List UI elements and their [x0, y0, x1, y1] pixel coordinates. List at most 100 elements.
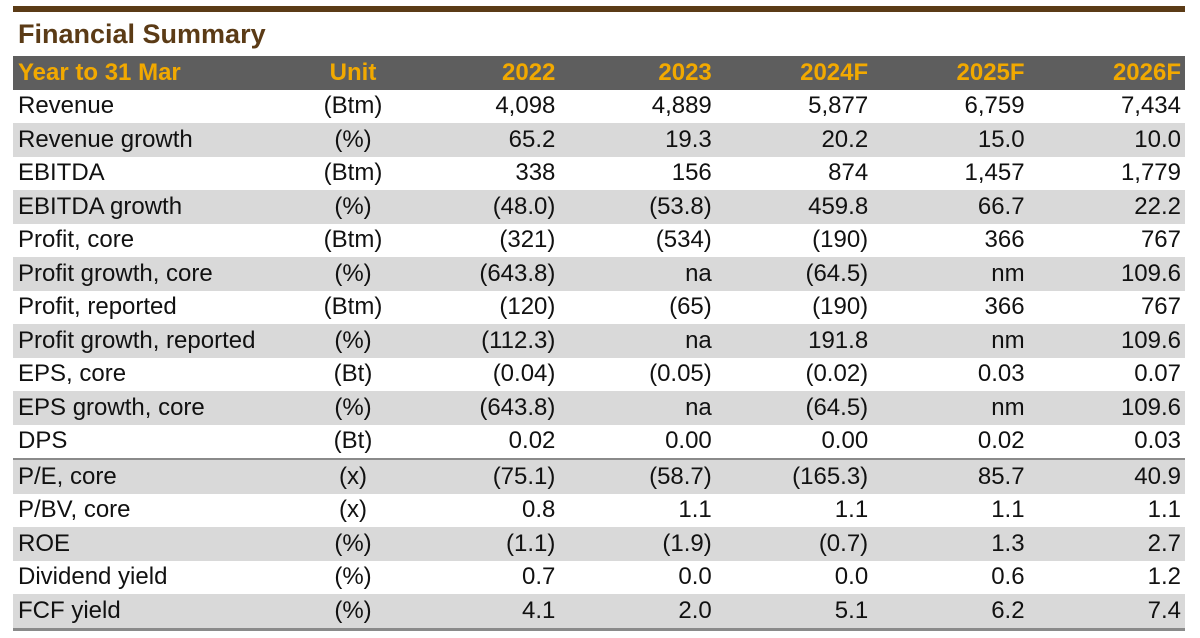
row-value: 7,434 — [1120, 92, 1181, 120]
row-value: 19.3 — [665, 125, 712, 153]
row-label: P/E, core — [13, 458, 303, 494]
row-label: Profit growth, reported — [18, 326, 256, 354]
financial-summary-table: Year to 31 Mar Unit 2022 2023 2024F 2025… — [13, 56, 1185, 628]
row-value: (0.7) — [818, 529, 869, 557]
row-value: 4,889 — [651, 92, 712, 120]
row-unit: (%) — [334, 563, 372, 591]
row-unit: (x) — [303, 458, 403, 494]
row-value: 66.7 — [977, 192, 1025, 220]
table-row: EPS, core (Bt) (0.04) (0.05) (0.02) 0.03 0.07 — [13, 358, 1185, 392]
row-value: (53.8) — [649, 192, 712, 220]
row-value: 85.7 — [872, 458, 1029, 494]
row-label: Dividend yield — [18, 563, 168, 591]
row-unit: (%) — [334, 393, 372, 421]
table-row: Dividend yield (%) 0.7 0.0 0.0 0.6 1.2 — [13, 561, 1185, 595]
row-label: EPS, core — [18, 360, 127, 388]
row-value: 109.6 — [1120, 326, 1181, 354]
row-value: 0.6 — [991, 563, 1025, 591]
row-value: 2.7 — [1147, 529, 1181, 557]
row-value: (1.9) — [662, 529, 712, 557]
header-year: 2022 — [502, 58, 556, 86]
row-value: 459.8 — [808, 192, 869, 220]
row-value: 5.1 — [834, 596, 869, 624]
row-value: 1.1 — [834, 496, 869, 524]
row-value: (0.02) — [805, 360, 869, 388]
row-value: (48.0) — [492, 192, 556, 220]
row-value: (1.1) — [506, 529, 556, 557]
row-value: (643.8) — [479, 393, 556, 421]
header-year: 2024F — [800, 58, 869, 86]
table-row: EBITDA growth (%) (48.0) (53.8) 459.8 66.7 22.… — [13, 190, 1185, 224]
row-value: na — [685, 393, 712, 421]
row-value: 0.0 — [678, 563, 712, 591]
header-year: 2026F — [1112, 58, 1181, 86]
header-year: 2025F — [956, 58, 1025, 86]
row-value: 6,759 — [964, 92, 1025, 120]
row-value: (0.04) — [492, 360, 556, 388]
row-value: 4.1 — [522, 596, 556, 624]
row-value: 0.00 — [665, 427, 712, 455]
row-label: Profit, core — [18, 226, 135, 254]
table-row: Profit, core (Btm) (321) (534) (190) 366 767 — [13, 224, 1185, 258]
row-value: nm — [991, 326, 1025, 354]
row-value: 65.2 — [508, 125, 556, 153]
row-value: nm — [991, 393, 1025, 421]
row-value: 0.02 — [508, 427, 556, 455]
row-value: 22.2 — [1134, 192, 1181, 220]
row-value: 156 — [671, 159, 712, 187]
table-row: Profit growth, core (%) (643.8) na (64.5) nm 1… — [13, 257, 1185, 291]
row-label: P/BV, core — [18, 496, 131, 524]
header-year: 2023 — [658, 58, 712, 86]
row-value: (0.05) — [649, 360, 712, 388]
row-value: 1,779 — [1120, 159, 1181, 187]
row-value: (190) — [812, 293, 869, 321]
bottom-rule — [13, 627, 1185, 631]
row-value: 20.2 — [821, 125, 869, 153]
table-row: P/E, core (x) (75.1) (58.7) (165.3) 85.7 40.9 — [13, 458, 1185, 494]
row-value: 366 — [984, 226, 1025, 254]
row-label: EPS growth, core — [18, 393, 205, 421]
row-value: 0.03 — [1134, 427, 1181, 455]
row-value: na — [685, 326, 712, 354]
row-label: Revenue growth — [18, 125, 193, 153]
row-value: 191.8 — [808, 326, 869, 354]
financial-summary-panel: Financial Summary Year to 31 Mar Unit 20… — [13, 6, 1185, 631]
row-value: 0.03 — [977, 360, 1025, 388]
row-value: 1.3 — [991, 529, 1025, 557]
row-value: 1.1 — [1147, 496, 1181, 524]
row-value: 767 — [1140, 293, 1181, 321]
top-rule — [13, 6, 1185, 12]
row-value: 10.0 — [1134, 125, 1181, 153]
table-row: ROE (%) (1.1) (1.9) (0.7) 1.3 2.7 — [13, 527, 1185, 561]
row-value: 0.07 — [1134, 360, 1181, 388]
row-value: (64.5) — [805, 393, 869, 421]
row-unit: (Bt) — [333, 360, 373, 388]
row-value: na — [685, 259, 712, 287]
row-label: DPS — [18, 427, 68, 455]
row-value: (75.1) — [403, 458, 560, 494]
row-value: 40.9 — [1028, 458, 1185, 494]
row-value: 4,098 — [495, 92, 556, 120]
table-header-row: Year to 31 Mar Unit 2022 2023 2024F 2025… — [13, 56, 1185, 90]
row-unit: (%) — [334, 125, 372, 153]
header-unit: Unit — [329, 58, 377, 86]
row-unit: (Bt) — [333, 427, 373, 455]
row-value: 7.4 — [1147, 596, 1181, 624]
row-label: EBITDA — [18, 159, 105, 187]
row-label: Profit, reported — [18, 293, 177, 321]
table-row: DPS (Bt) 0.02 0.00 0.00 0.02 0.03 — [13, 425, 1185, 460]
row-value: 1.1 — [678, 496, 712, 524]
row-value: nm — [991, 259, 1025, 287]
row-label: FCF yield — [18, 596, 121, 624]
table-row: Revenue growth (%) 65.2 19.3 20.2 15.0 10.0 — [13, 123, 1185, 157]
row-value: (120) — [499, 293, 556, 321]
row-value: 0.8 — [522, 496, 556, 524]
row-value: 366 — [984, 293, 1025, 321]
table-row: Revenue (Btm) 4,098 4,889 5,877 6,759 7,434 — [13, 90, 1185, 124]
row-unit: (Btm) — [323, 226, 383, 254]
row-unit: (%) — [334, 326, 372, 354]
row-value: (112.3) — [481, 326, 556, 354]
row-value: (190) — [812, 226, 869, 254]
row-unit: (Btm) — [323, 159, 383, 187]
row-unit: (Btm) — [323, 92, 383, 120]
